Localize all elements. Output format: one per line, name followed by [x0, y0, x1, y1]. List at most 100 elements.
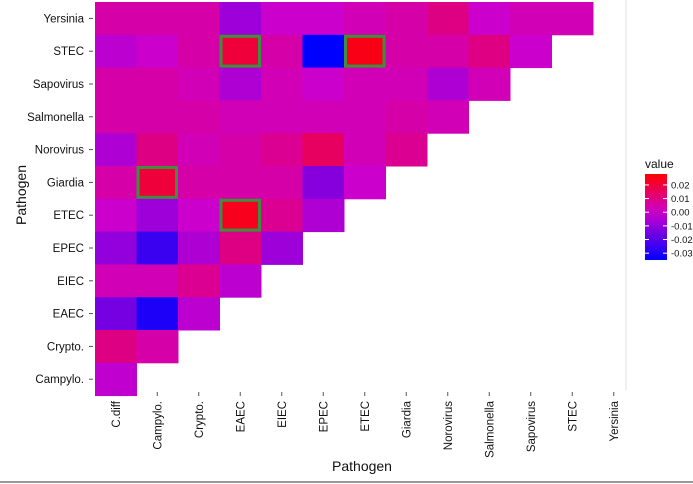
y-tick-label: Campylo. — [35, 374, 84, 386]
heatmap-cell — [219, 166, 262, 200]
y-tick-label: Crypto. — [47, 341, 84, 353]
heatmap-cell — [302, 34, 345, 69]
heatmap-cell — [302, 2, 345, 36]
legend-colorbar — [645, 174, 667, 260]
x-tick-label: Sapovirus — [526, 401, 538, 452]
heatmap-cell — [302, 133, 345, 167]
heatmap-cell — [219, 133, 262, 167]
heatmap-cell — [95, 166, 137, 200]
heatmap-cell — [178, 2, 220, 36]
heatmap-cell — [136, 198, 179, 233]
heatmap-cell — [261, 100, 303, 134]
heatmap-cell — [427, 2, 469, 36]
heatmap-cell — [178, 166, 220, 200]
x-tick-label: Salmonella — [484, 400, 496, 457]
y-tick-label: Yersinia — [44, 13, 85, 25]
x-tick-label: EPEC — [318, 401, 330, 432]
heatmap-cell — [385, 100, 428, 134]
heatmap-cell — [510, 2, 552, 36]
heatmap-cell — [95, 67, 137, 101]
heatmap-cell — [178, 231, 220, 265]
heatmap-cell — [551, 2, 594, 36]
heatmap-cell — [178, 198, 220, 233]
x-tick-label: Norovirus — [443, 401, 455, 450]
heatmap-cell — [302, 166, 345, 200]
heatmap-cell — [261, 166, 303, 200]
heatmap-cell — [178, 297, 220, 331]
heatmap-cell — [427, 100, 469, 134]
heatmap-cell — [261, 133, 303, 167]
heatmap-cell — [302, 100, 345, 134]
heatmap-cell — [136, 2, 179, 36]
heatmap-cell — [261, 2, 303, 36]
heatmap-cells — [95, 2, 594, 397]
x-tick-label: ETEC — [360, 401, 372, 432]
heatmap-cell — [261, 34, 303, 69]
highlight-box — [219, 34, 261, 68]
legend-tick-label: -0.01 — [671, 221, 693, 232]
heatmap-cell — [136, 231, 179, 265]
heatmap-cell — [136, 67, 179, 101]
heatmap-cell — [261, 67, 303, 101]
heatmap-cell — [302, 198, 345, 233]
heatmap-cell — [344, 133, 386, 167]
y-tick-label: ETEC — [53, 210, 84, 222]
heatmap-cell — [427, 34, 469, 69]
heatmap-cell — [344, 166, 386, 200]
heatmap-cell — [261, 231, 303, 265]
heatmap-cell — [136, 264, 179, 298]
x-tick-label: C.diff — [111, 400, 123, 427]
heatmap-cell — [468, 67, 511, 101]
heatmap-cell — [385, 133, 428, 167]
y-tick-label: Salmonella — [27, 112, 84, 124]
heatmap-cell — [95, 264, 137, 298]
heatmap-cell — [95, 100, 137, 134]
heatmap-cell — [261, 198, 303, 233]
highlight-box — [219, 198, 261, 232]
heatmap-cell — [344, 2, 386, 36]
heatmap-cell — [219, 2, 262, 36]
heatmap-cell — [468, 34, 511, 69]
heatmap-cell — [178, 100, 220, 134]
highlight-boxes — [136, 34, 386, 232]
heatmap-cell — [136, 330, 179, 364]
heatmap-cell — [344, 67, 386, 101]
x-tick-label: EAEC — [235, 401, 247, 432]
y-tick-label: EPEC — [53, 243, 84, 255]
heatmap-cell — [136, 34, 179, 69]
y-tick-label: Giardia — [47, 177, 85, 189]
heatmap-cell — [385, 2, 428, 36]
legend-tick-label: 0.00 — [671, 208, 690, 219]
heatmap-cell — [95, 34, 137, 69]
heatmap-cell — [385, 67, 428, 101]
x-tick-label: EIEC — [277, 401, 289, 428]
heatmap-cell — [510, 34, 552, 69]
x-axis-title: Pathogen — [332, 458, 392, 474]
legend: value 0.02 0.01 0.00 -0.01 -0.02 -0.03 — [645, 157, 693, 260]
legend-tick-label: -0.03 — [671, 249, 693, 260]
x-tick-label: Campylo. — [152, 401, 164, 450]
highlight-box — [344, 34, 386, 68]
heatmap-cell — [219, 264, 262, 298]
heatmap-cell — [302, 67, 345, 101]
x-axis-ticks: C.diff Campylo. Crypto. EAEC EIEC EPEC ETEC Gia… — [111, 392, 621, 458]
legend-title: value — [645, 157, 674, 171]
heatmap-cell — [219, 100, 262, 134]
highlight-box — [136, 166, 178, 199]
heatmap-cell — [95, 2, 137, 36]
heatmap-cell — [427, 67, 469, 101]
legend-ticks: 0.02 0.01 0.00 -0.01 -0.02 -0.03 — [645, 180, 693, 260]
y-axis-ticks: Campylo. Crypto. EAEC EIEC EPEC ETEC Giardia No… — [27, 13, 93, 386]
y-tick-label: EIEC — [57, 276, 84, 288]
heatmap-cell — [219, 231, 262, 265]
heatmap-cell — [95, 297, 137, 331]
x-tick-label: Yersinia — [609, 400, 621, 441]
heatmap-cell — [219, 34, 262, 69]
heatmap-cell — [95, 231, 137, 265]
heatmap-cell — [136, 133, 179, 167]
heatmap-cell — [178, 34, 220, 69]
heatmap-cell — [219, 67, 262, 101]
x-tick-label: Crypto. — [194, 401, 206, 438]
heatmap-cell — [136, 297, 179, 331]
heatmap-cell — [178, 133, 220, 167]
